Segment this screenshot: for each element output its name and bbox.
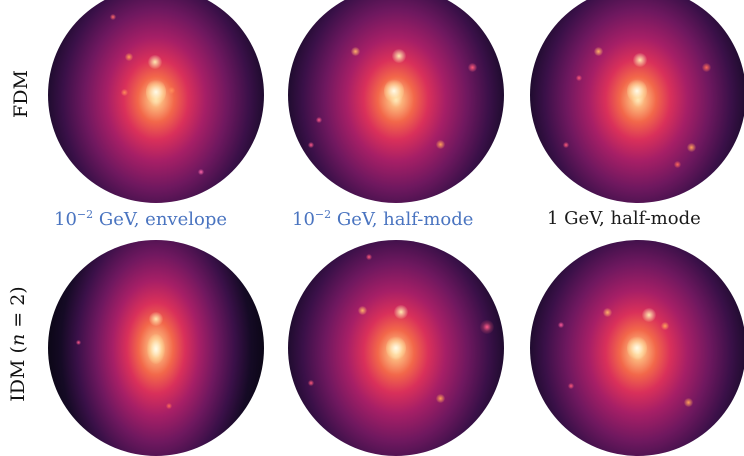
column-label-3-text: 1 GeV, half-mode bbox=[547, 208, 701, 229]
panel-fdm-envelope bbox=[48, 0, 264, 203]
row-label-idm-suffix: = 2) bbox=[7, 286, 29, 334]
row-label-idm-var: n bbox=[7, 333, 29, 347]
column-label-1: 10−2 GeV, envelope bbox=[54, 208, 227, 230]
panel-idm-halfmode-high bbox=[530, 240, 744, 456]
column-label-2: 10−2 GeV, half-mode bbox=[292, 208, 473, 230]
row-label-idm: IDM (n = 2) bbox=[7, 284, 29, 404]
panel-fdm-halfmode-high bbox=[530, 0, 744, 203]
panel-idm-halfmode-low bbox=[288, 240, 504, 456]
row-label-idm-prefix: IDM ( bbox=[7, 346, 29, 402]
column-label-3: 1 GeV, half-mode bbox=[547, 208, 701, 229]
column-label-2-text: 10−2 GeV, half-mode bbox=[292, 208, 474, 230]
panel-fdm-halfmode-low bbox=[288, 0, 504, 203]
panel-idm-envelope bbox=[48, 240, 264, 456]
row-label-fdm: FDM bbox=[10, 70, 32, 118]
column-label-1-text: 10−2 GeV, envelope bbox=[54, 208, 228, 230]
